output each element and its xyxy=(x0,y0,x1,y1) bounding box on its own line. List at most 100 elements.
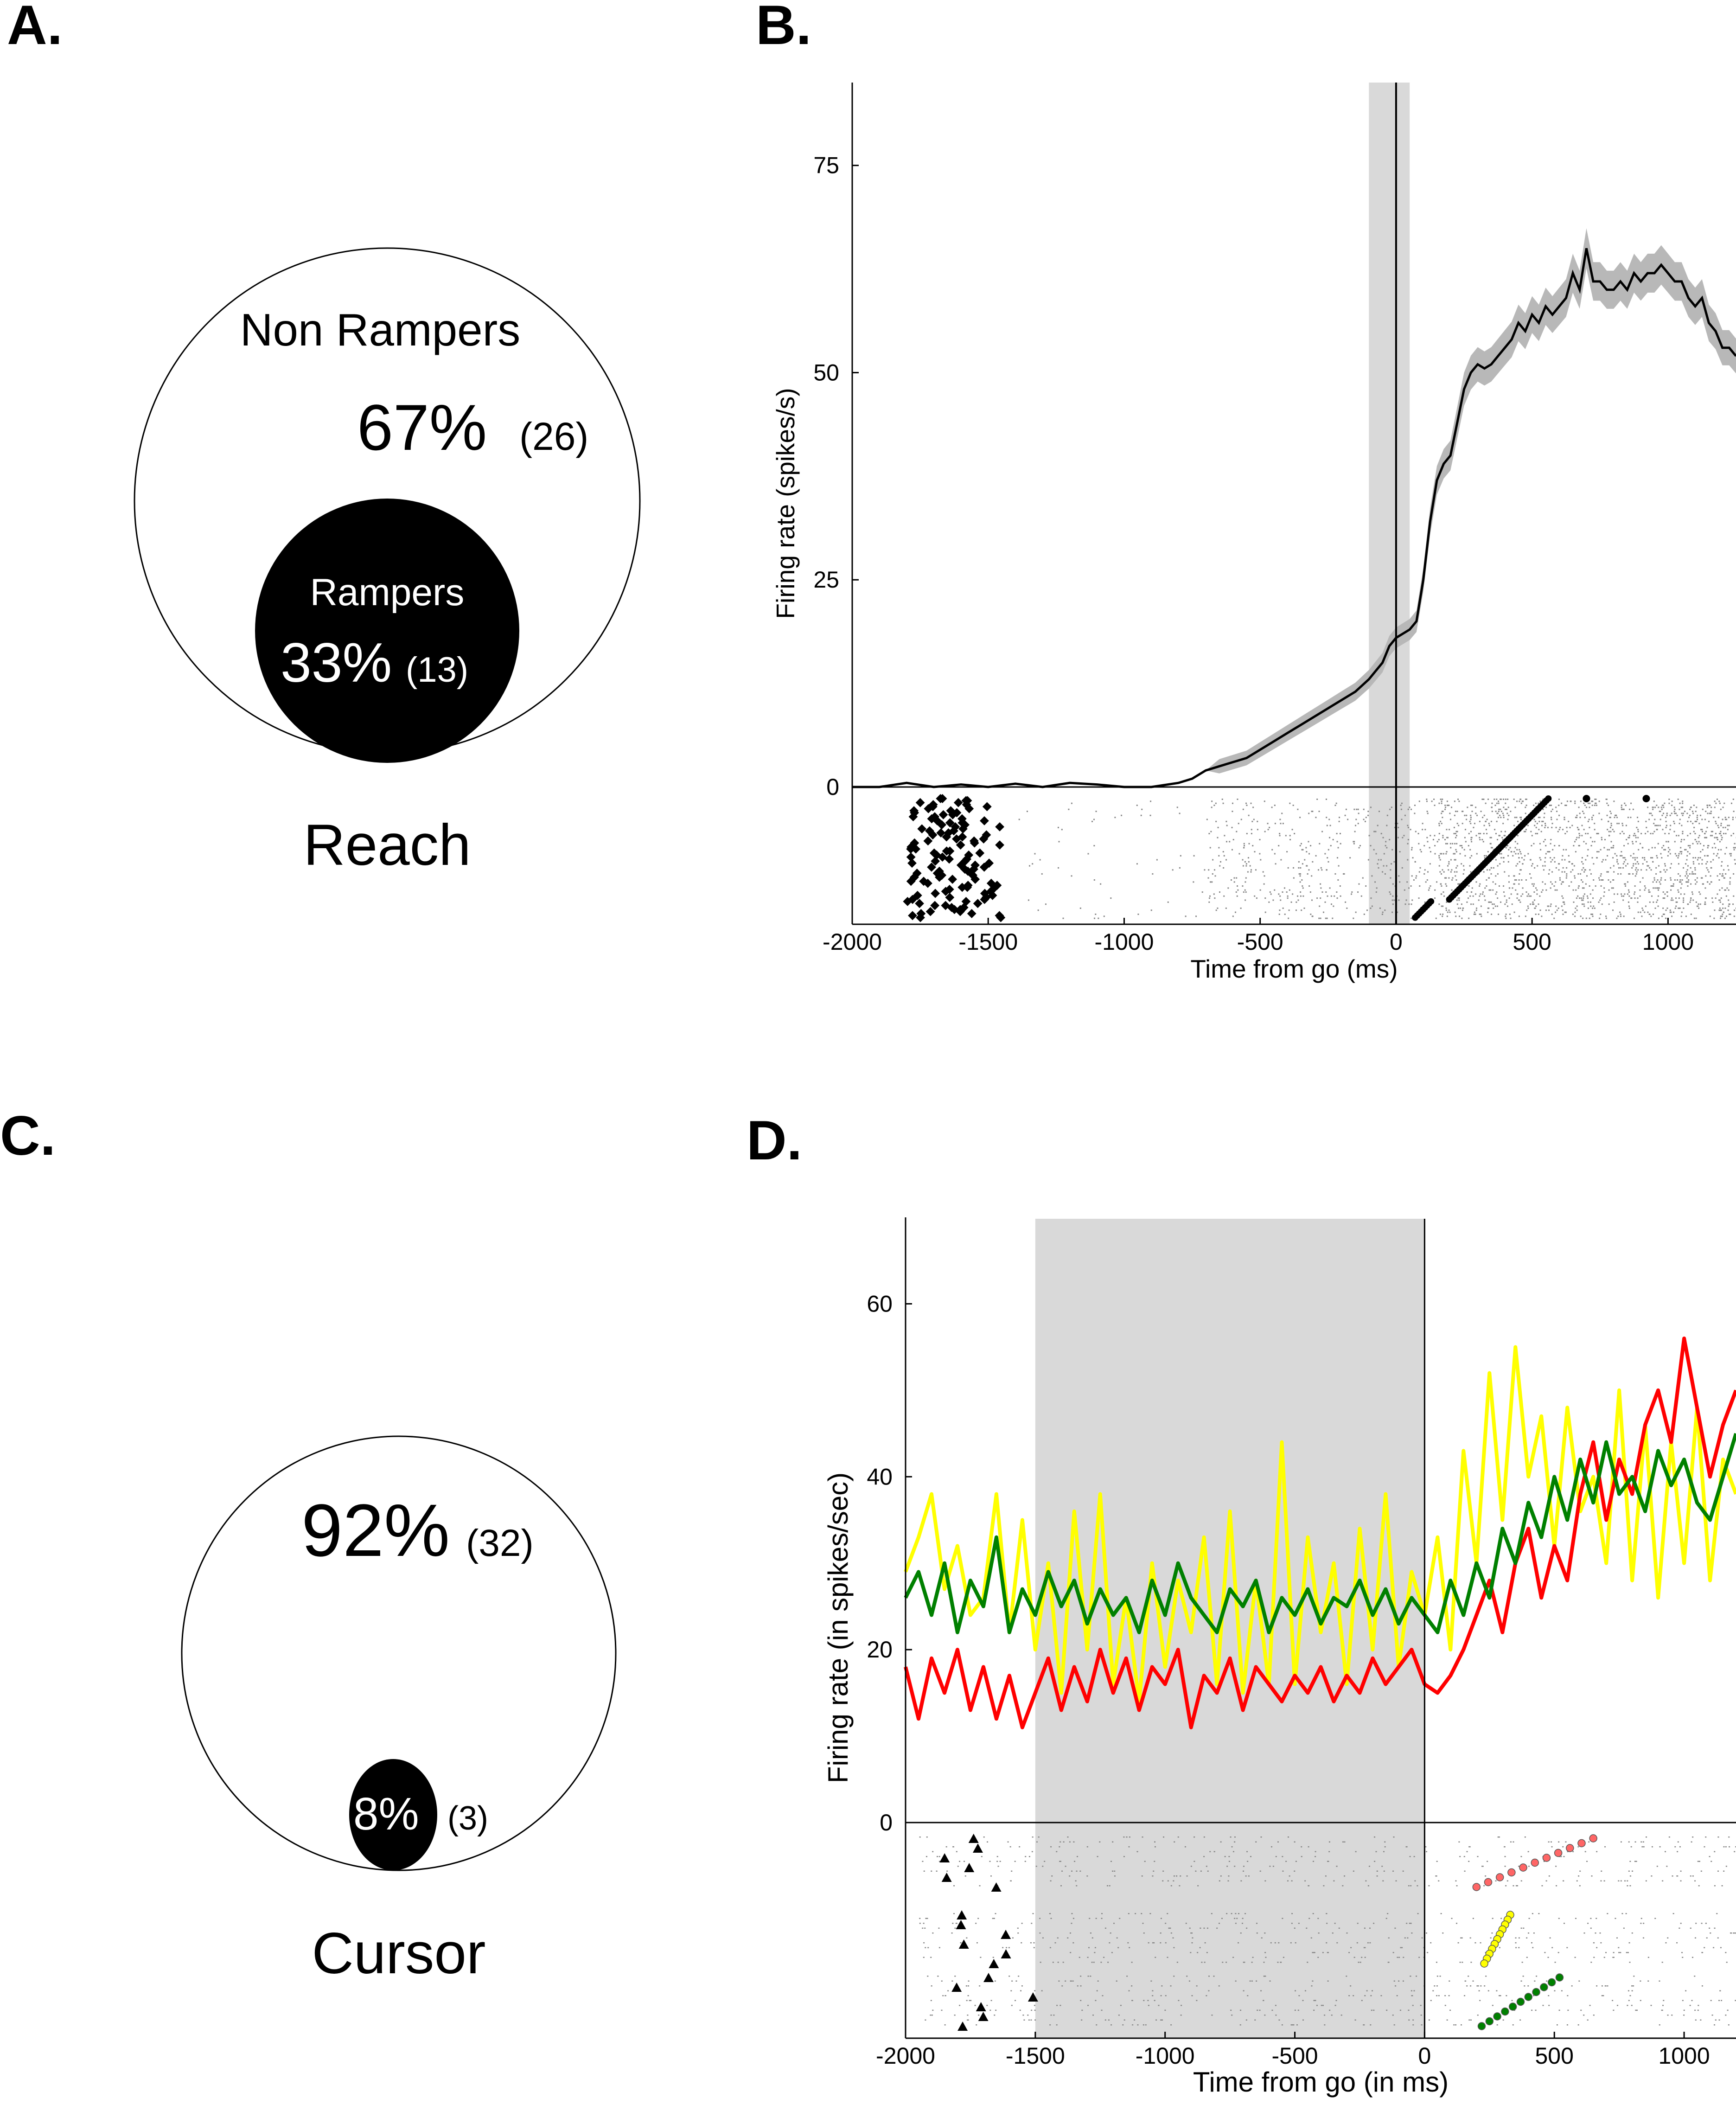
raster-spike xyxy=(967,1995,969,1996)
raster-spike xyxy=(1318,917,1320,919)
raster-spike xyxy=(1228,1875,1230,1877)
raster-spike xyxy=(1697,2009,1699,2011)
raster-spike xyxy=(1724,826,1726,828)
raster-spike xyxy=(1558,845,1560,847)
raster-spike xyxy=(1689,847,1691,849)
raster-spike xyxy=(1227,887,1229,889)
raster-spike xyxy=(1259,853,1261,855)
raster-spike xyxy=(1590,845,1592,847)
raster-spike xyxy=(976,2024,977,2026)
raster-spike xyxy=(1542,881,1544,883)
raster-spike xyxy=(1412,857,1414,859)
raster-spike xyxy=(1578,806,1580,808)
raster-spike xyxy=(1447,837,1449,838)
raster-spike xyxy=(980,1957,982,1958)
raster-spike xyxy=(1400,1947,1402,1948)
y-tick-label: 0 xyxy=(826,774,839,800)
raster-spike xyxy=(1526,895,1528,897)
raster-spike xyxy=(1028,2019,1030,2021)
raster-spike xyxy=(1498,885,1500,887)
raster-spike xyxy=(1518,883,1520,885)
raster-spike xyxy=(1160,1995,1162,1996)
raster-spike xyxy=(1386,814,1388,816)
raster-spike xyxy=(1324,901,1326,903)
raster-spike xyxy=(1623,808,1625,810)
raster-spike xyxy=(1515,865,1517,867)
raster-spike xyxy=(1014,1861,1016,1862)
raster-spike xyxy=(1221,799,1223,800)
raster-spike xyxy=(1490,873,1492,875)
raster-spike xyxy=(1495,875,1497,877)
raster-spike xyxy=(1498,800,1500,802)
raster-spike xyxy=(1496,905,1498,907)
raster-spike xyxy=(1723,1846,1725,1848)
raster-spike xyxy=(1245,2019,1247,2021)
raster-spike xyxy=(1397,911,1398,913)
raster-spike xyxy=(1031,2009,1033,2011)
raster-marker-left xyxy=(957,883,967,892)
raster-spike xyxy=(1609,811,1611,812)
raster-marker-left xyxy=(983,1973,994,1982)
raster-spike xyxy=(1668,802,1670,804)
raster-spike xyxy=(1278,893,1280,895)
raster-spike xyxy=(1545,889,1547,891)
panel-label-d: D. xyxy=(747,1109,802,1171)
raster-spike xyxy=(1438,832,1440,834)
raster-spike xyxy=(1691,2000,1693,2001)
raster-spike xyxy=(1068,808,1070,810)
raster-spike xyxy=(1708,845,1710,847)
raster-spike xyxy=(1734,843,1736,844)
raster-spike xyxy=(1553,857,1555,859)
raster-spike xyxy=(1095,913,1097,915)
raster-spike xyxy=(1150,909,1152,911)
raster-spike xyxy=(1224,1856,1226,1857)
raster-spike xyxy=(1163,1836,1165,1838)
raster-spike xyxy=(1470,1962,1472,1963)
raster-spike xyxy=(1296,2024,1298,2026)
raster-marker-left xyxy=(996,913,1006,922)
raster-spike xyxy=(1681,839,1683,840)
raster-spike xyxy=(1312,811,1314,812)
raster-spike xyxy=(1340,2015,1342,2016)
raster-marker-left xyxy=(906,852,916,862)
raster-spike xyxy=(1734,847,1736,849)
raster-spike xyxy=(1144,1861,1146,1862)
raster-spike xyxy=(1534,867,1536,869)
raster-spike xyxy=(1446,2019,1448,2021)
raster-spike xyxy=(1726,887,1728,889)
raster-spike xyxy=(1485,855,1487,857)
raster-spike xyxy=(1492,2005,1493,2006)
raster-spike xyxy=(1592,800,1594,802)
raster-spike xyxy=(1295,1861,1297,1862)
raster-spike xyxy=(1551,808,1553,810)
raster-spike xyxy=(1374,1836,1376,1838)
raster-spike xyxy=(1087,1957,1089,1958)
raster-spike xyxy=(1442,835,1444,837)
raster-spike xyxy=(1684,893,1685,895)
raster-spike xyxy=(1387,1913,1389,1914)
raster-spike xyxy=(1518,1866,1520,1867)
raster-spike xyxy=(1290,1942,1292,1944)
raster-spike xyxy=(1717,875,1718,877)
raster-spike xyxy=(1686,873,1688,875)
raster-spike xyxy=(1700,814,1702,816)
raster-spike xyxy=(1727,909,1729,911)
raster-spike xyxy=(1436,841,1438,843)
raster-spike xyxy=(1432,839,1434,840)
raster-spike xyxy=(1601,837,1602,838)
raster-spike xyxy=(1723,802,1725,804)
raster-spike xyxy=(1477,1856,1479,1857)
raster-spike xyxy=(1718,879,1720,881)
raster-marker-left xyxy=(976,2002,986,2011)
raster-spike xyxy=(1394,826,1396,828)
raster-spike xyxy=(1506,1995,1507,1996)
raster-spike xyxy=(1618,1952,1620,1953)
raster-spike xyxy=(1377,825,1379,826)
raster-spike xyxy=(1505,913,1507,915)
raster-spike xyxy=(1538,913,1539,915)
raster-spike xyxy=(1484,1985,1486,1987)
raster-spike xyxy=(1617,2005,1619,2006)
raster-marker-left xyxy=(938,852,947,862)
rampers-label: Rampers xyxy=(310,571,465,614)
raster-spike xyxy=(1518,879,1520,881)
